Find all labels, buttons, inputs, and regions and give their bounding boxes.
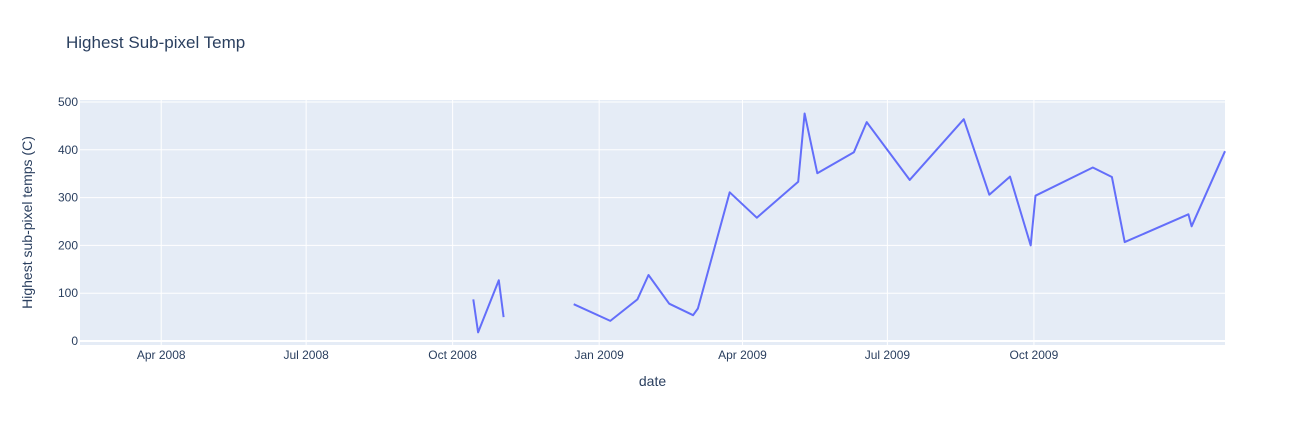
x-tick-label: Apr 2008 (137, 348, 186, 362)
chart-title: Highest Sub-pixel Temp (66, 33, 246, 52)
y-axis-title: Highest sub-pixel temps (C) (19, 136, 35, 309)
y-tick-label: 500 (58, 95, 78, 109)
x-tick-label: Apr 2009 (718, 348, 767, 362)
series-line-segment (573, 112, 1226, 322)
y-tick-label: 200 (58, 238, 78, 252)
y-tick-labels: 0 100 200 300 400 500 (58, 95, 78, 348)
x-axis-title: date (639, 373, 666, 389)
series-layer (472, 112, 1226, 334)
y-tick-label: 300 (58, 191, 78, 205)
series-line-segment (472, 279, 505, 334)
y-tick-label: 0 (71, 334, 78, 348)
y-tick-label: 100 (58, 286, 78, 300)
plot-background (80, 100, 1225, 345)
x-tick-label: Jul 2009 (865, 348, 911, 362)
y-tick-label: 400 (58, 143, 78, 157)
x-tick-label: Oct 2008 (428, 348, 477, 362)
grid-lines (80, 100, 1225, 345)
x-tick-label: Oct 2009 (1010, 348, 1059, 362)
x-tick-label: Jul 2008 (283, 348, 329, 362)
x-tick-labels: Apr 2008 Jul 2008 Oct 2008 Jan 2009 Apr 2009… (137, 348, 1059, 362)
x-tick-label: Jan 2009 (574, 348, 624, 362)
